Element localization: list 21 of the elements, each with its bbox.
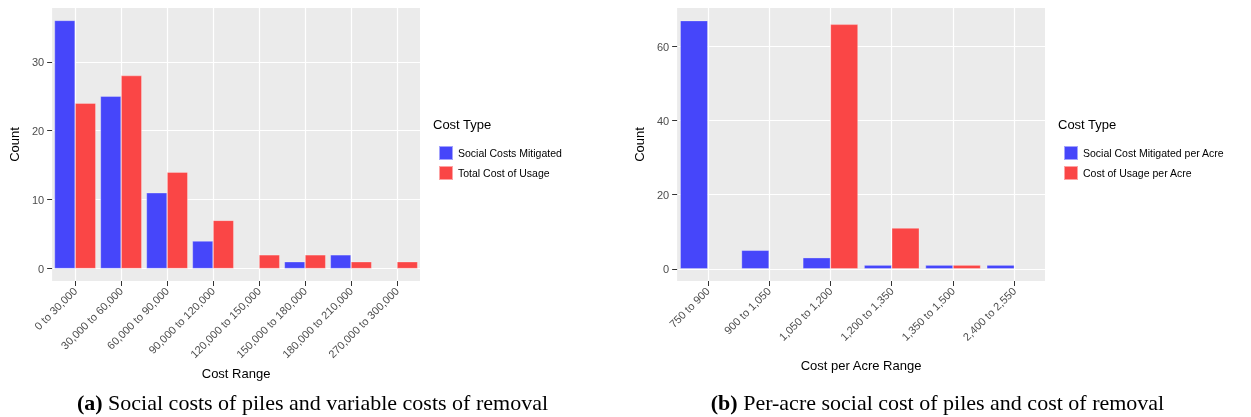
y-axis-title: Count bbox=[7, 126, 22, 162]
legend-label: Total Cost of Usage bbox=[458, 167, 550, 179]
y-tick-label: 30 bbox=[31, 55, 45, 68]
legend-label: Cost of Usage per Acre bbox=[1083, 167, 1192, 179]
legend-label: Social Cost Mitigated per Acre bbox=[1083, 147, 1224, 159]
y-tick-label: 40 bbox=[656, 114, 670, 127]
x-axis-title: Cost Range bbox=[201, 365, 271, 381]
y-tick-label: 20 bbox=[31, 124, 45, 137]
y-tick-label: 20 bbox=[656, 188, 670, 201]
legend-title: Cost Type bbox=[1058, 117, 1117, 132]
legend-label: Social Costs Mitigated bbox=[458, 147, 563, 159]
text: (b) Per-acre social cost of piles and cost of removal bbox=[710, 389, 1165, 415]
y-tick-label: 0 bbox=[38, 262, 45, 275]
text: (a) Social costs of piles and variable costs of removal bbox=[76, 389, 549, 415]
x-axis-title: Cost per Acre Range bbox=[800, 358, 922, 373]
legend-title: Cost Type bbox=[433, 117, 492, 132]
y-tick-label: 0 bbox=[663, 262, 670, 275]
x-tick-label: 750 to 900 bbox=[666, 284, 713, 330]
y-axis-title: Count bbox=[632, 126, 647, 162]
y-tick-label: 10 bbox=[31, 193, 45, 206]
y-tick-label: 60 bbox=[656, 40, 670, 53]
